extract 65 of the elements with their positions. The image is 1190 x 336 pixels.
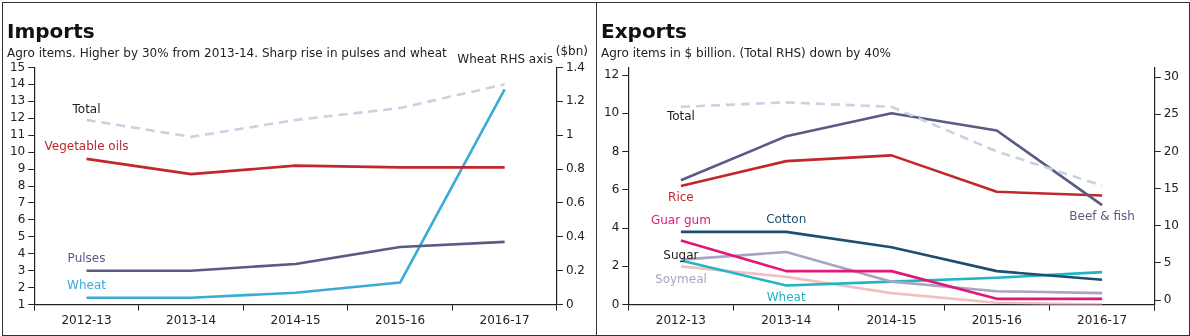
y-tick-label: 2 xyxy=(611,258,620,273)
series-label: Rice xyxy=(668,190,694,205)
y2-tick-label: 30 xyxy=(1163,69,1180,84)
y2-tick-label: 10 xyxy=(1163,217,1180,232)
y-tick-label: 13 xyxy=(9,93,26,108)
chart-subtitle: Agro items in $ billion. (Total RHS) down by 40% xyxy=(601,46,891,61)
y-tick-label: 14 xyxy=(9,76,26,91)
y-tick-label: 5 xyxy=(17,228,26,243)
chart-title: Exports xyxy=(601,19,687,44)
y-tick-label: 12 xyxy=(9,110,26,125)
y2-tick-label: 0.6 xyxy=(565,195,586,210)
y2-axis-title: ($bn) xyxy=(555,43,588,58)
y-tick-label: 2 xyxy=(17,279,26,294)
y2-tick-label: 0 xyxy=(1163,292,1172,307)
series-label: Total xyxy=(665,108,695,123)
x-tick-label: 2013-14 xyxy=(165,312,217,327)
y-tick-label: 12 xyxy=(603,67,620,82)
text: Wheat RHS axis xyxy=(457,51,553,66)
y2-tick-label: 0.4 xyxy=(565,228,586,243)
y-tick-label: 1 xyxy=(17,296,26,311)
x-tick-label: 2012-13 xyxy=(655,312,706,327)
y-tick-label: 3 xyxy=(17,262,26,277)
x-tick-label: 2013-14 xyxy=(761,312,812,327)
y-tick-label: 8 xyxy=(17,178,26,193)
x-tick-label: 2015-16 xyxy=(971,312,1022,327)
y2-tick-label: 25 xyxy=(1163,106,1180,121)
y-tick-label: 7 xyxy=(17,195,26,210)
y-tick-label: 15 xyxy=(9,59,26,74)
y-tick-label: 6 xyxy=(611,181,620,196)
y2-tick-label: 20 xyxy=(1163,143,1180,158)
y2-tick-label: 0.8 xyxy=(565,161,586,176)
y2-tick-label: 1.2 xyxy=(565,93,586,108)
y2-tick-label: 5 xyxy=(1163,255,1172,270)
x-tick-label: 2016-17 xyxy=(479,312,530,327)
series-label: Cotton xyxy=(766,212,807,227)
y-tick-label: 10 xyxy=(9,144,26,159)
chart-title: Imports xyxy=(7,19,95,44)
series-label: Total xyxy=(71,102,101,117)
series-label: Wheat xyxy=(766,289,806,304)
y-tick-label: 11 xyxy=(9,127,26,142)
series-label: Sugar xyxy=(663,248,699,263)
y2-tick-label: 1 xyxy=(565,127,574,142)
y-tick-label: 8 xyxy=(611,143,620,158)
series-label: Guar gum xyxy=(650,212,711,227)
y2-tick-label: 1.4 xyxy=(565,59,586,74)
x-tick-label: 2012-13 xyxy=(61,312,112,327)
y-tick-label: 6 xyxy=(17,212,26,227)
y-tick-label: 0 xyxy=(611,296,620,311)
y-tick-label: 4 xyxy=(17,245,26,260)
series-label: Wheat xyxy=(67,277,107,292)
y2-tick-label: 0.2 xyxy=(565,262,586,277)
chart-subtitle: Agro items. Higher by 30% from 2013-14. Sharp rise in pulses and wheat xyxy=(7,46,448,61)
series-label: Pulses xyxy=(67,250,106,265)
x-tick-label: 2016-17 xyxy=(1077,312,1128,327)
y-tick-label: 9 xyxy=(17,161,26,176)
y2-tick-label: 0 xyxy=(565,296,574,311)
x-tick-label: 2014-15 xyxy=(270,312,321,327)
y-tick-label: 4 xyxy=(611,220,620,235)
series-label: Beef & fish xyxy=(1069,209,1135,224)
y-tick-label: 10 xyxy=(603,105,620,120)
series-label: Vegetable oils xyxy=(44,139,129,154)
x-tick-label: 2015-16 xyxy=(375,312,426,327)
y2-tick-label: 15 xyxy=(1163,180,1180,195)
x-tick-label: 2014-15 xyxy=(866,312,917,327)
series-label: Soymeal xyxy=(655,271,707,286)
